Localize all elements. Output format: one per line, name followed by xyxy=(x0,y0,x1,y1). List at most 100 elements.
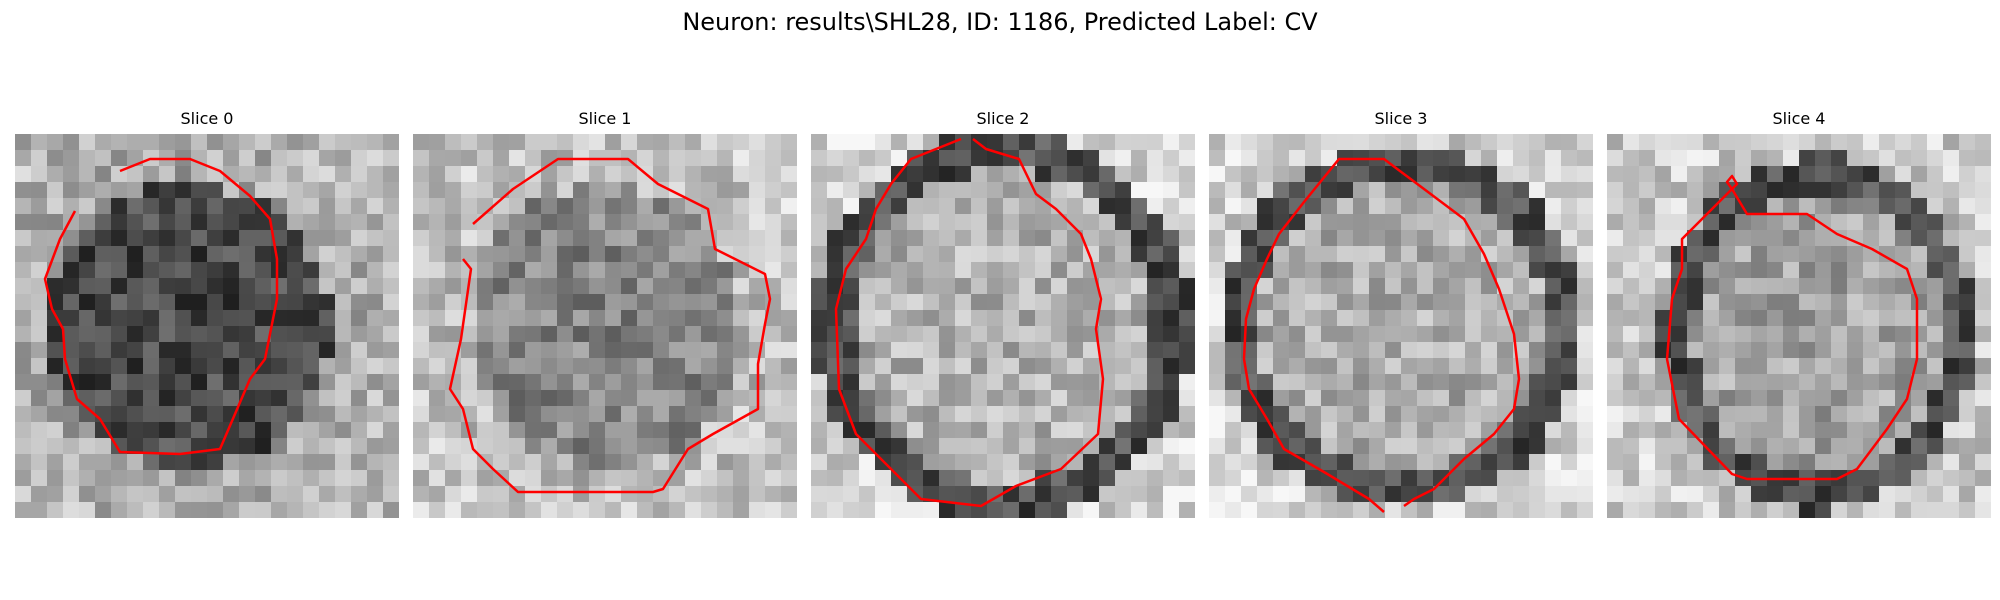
pixel xyxy=(1305,454,1322,471)
pixel xyxy=(1401,310,1418,327)
pixel xyxy=(1703,406,1720,423)
pixel xyxy=(351,182,368,199)
pixel xyxy=(875,246,892,263)
pixel xyxy=(1369,134,1386,151)
pixel xyxy=(1831,342,1848,359)
pixel xyxy=(1497,166,1514,183)
pixel xyxy=(955,502,972,518)
pixel xyxy=(1433,422,1450,439)
pixel xyxy=(1497,326,1514,343)
pixel xyxy=(1815,502,1832,518)
pixel xyxy=(303,294,320,311)
pixel xyxy=(1241,182,1258,199)
pixel xyxy=(1003,310,1020,327)
pixel xyxy=(1959,326,1976,343)
pixel xyxy=(1895,374,1912,391)
pixel xyxy=(557,422,574,439)
pixel xyxy=(31,294,48,311)
pixel xyxy=(955,454,972,471)
pixel xyxy=(653,390,670,407)
pixel xyxy=(1831,134,1848,151)
pixel xyxy=(811,422,828,439)
pixel xyxy=(1163,198,1180,215)
pixel xyxy=(827,134,844,151)
pixel xyxy=(781,278,797,295)
pixel xyxy=(127,406,144,423)
pixel xyxy=(1927,150,1944,167)
pixel xyxy=(351,470,368,487)
pixel xyxy=(1513,422,1530,439)
pixel xyxy=(1401,486,1418,503)
pixel xyxy=(637,454,654,471)
pixel xyxy=(589,198,606,215)
pixel xyxy=(1289,246,1306,263)
pixel xyxy=(1131,390,1148,407)
pixel xyxy=(175,374,192,391)
pixel xyxy=(271,422,288,439)
pixel xyxy=(271,246,288,263)
pixel xyxy=(1481,454,1498,471)
pixel xyxy=(541,390,558,407)
pixel xyxy=(653,294,670,311)
pixel xyxy=(445,134,462,151)
pixel xyxy=(827,502,844,518)
pixel xyxy=(621,198,638,215)
pixel xyxy=(621,454,638,471)
pixel xyxy=(271,390,288,407)
pixel xyxy=(765,150,782,167)
pixel xyxy=(1863,502,1880,518)
pixel xyxy=(1607,502,1624,518)
pixel xyxy=(1067,502,1084,518)
pixel xyxy=(1959,358,1976,375)
pixel xyxy=(891,406,908,423)
pixel xyxy=(1751,134,1768,151)
pixel xyxy=(827,182,844,199)
pixel xyxy=(1735,214,1752,231)
pixel xyxy=(1959,182,1976,199)
pixel xyxy=(79,326,96,343)
slice-panel-1: Slice 1 xyxy=(413,108,797,518)
pixel xyxy=(907,422,924,439)
pixel xyxy=(653,438,670,455)
pixel xyxy=(303,342,320,359)
pixel xyxy=(765,230,782,247)
pixel xyxy=(557,294,574,311)
pixel xyxy=(749,438,766,455)
pixel xyxy=(1513,470,1530,487)
pixel xyxy=(1927,230,1944,247)
pixel xyxy=(461,454,478,471)
pixel xyxy=(1719,262,1736,279)
pixel xyxy=(875,470,892,487)
pixel xyxy=(1719,150,1736,167)
pixel xyxy=(143,470,160,487)
pixel xyxy=(159,310,176,327)
pixel xyxy=(31,278,48,295)
pixel xyxy=(493,262,510,279)
slice-image xyxy=(413,134,797,518)
pixel xyxy=(1959,246,1976,263)
pixel xyxy=(1497,182,1514,199)
pixel xyxy=(891,182,908,199)
pixel xyxy=(1051,134,1068,151)
pixel xyxy=(1465,422,1482,439)
pixel xyxy=(1353,182,1370,199)
pixel xyxy=(287,502,304,518)
pixel xyxy=(733,390,750,407)
pixel xyxy=(1163,374,1180,391)
pixel xyxy=(1003,470,1020,487)
pixel xyxy=(319,438,336,455)
pixel xyxy=(541,262,558,279)
pixel xyxy=(1273,486,1290,503)
pixel xyxy=(1639,214,1656,231)
pixel xyxy=(987,438,1004,455)
pixel xyxy=(1225,310,1242,327)
pixel xyxy=(1607,390,1624,407)
pixel xyxy=(1433,502,1450,518)
pixel xyxy=(493,182,510,199)
pixel xyxy=(1035,342,1052,359)
pixel xyxy=(1449,214,1466,231)
pixel xyxy=(1353,406,1370,423)
pixel xyxy=(255,182,272,199)
pixel xyxy=(1895,342,1912,359)
pixel xyxy=(859,486,876,503)
